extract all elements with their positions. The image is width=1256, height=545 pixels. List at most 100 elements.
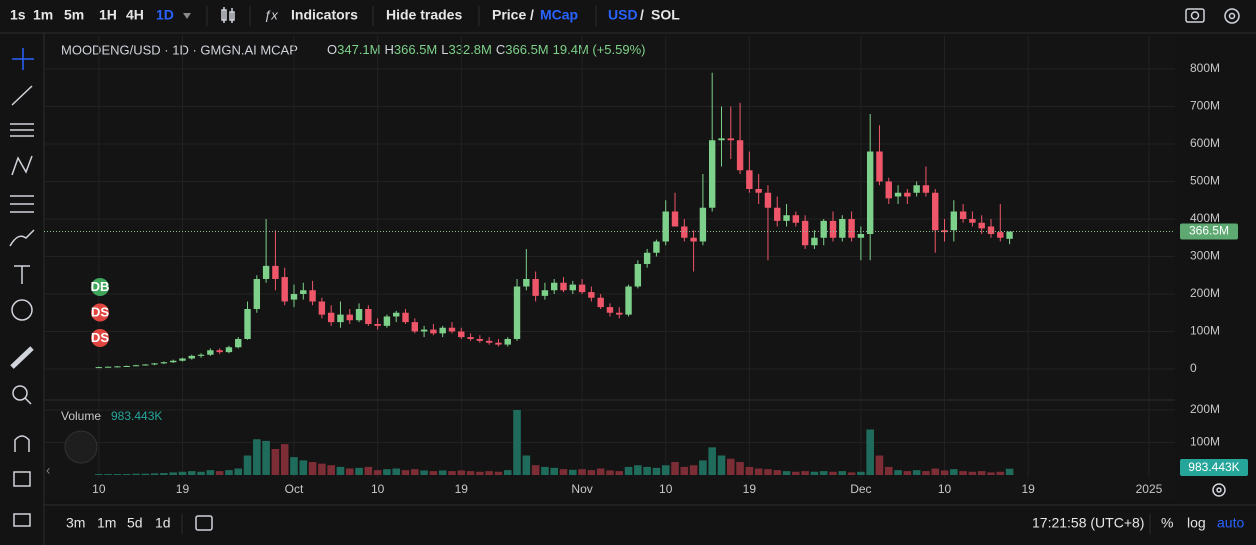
- range[interactable]: 3m: [66, 515, 85, 531]
- range[interactable]: 5d: [127, 515, 143, 531]
- crosshair[interactable]: [12, 48, 34, 70]
- candle-body: [402, 312, 409, 323]
- lock-drawings[interactable]: [13, 471, 31, 487]
- indicators[interactable]: Indicators: [291, 7, 358, 23]
- fib[interactable]: [10, 123, 34, 137]
- x-tick-label: Dec: [850, 482, 871, 496]
- candle-body: [151, 363, 158, 365]
- volume-bar: [411, 469, 419, 476]
- lock[interactable]: [13, 513, 31, 527]
- interval[interactable]: 1H: [99, 7, 117, 23]
- candle-body: [179, 358, 186, 361]
- volume-bar: [271, 449, 280, 476]
- trade-marker[interactable]: [91, 303, 109, 322]
- volume-bar: [122, 474, 131, 476]
- volume-bar: [327, 465, 335, 476]
- x-tick-label: 19: [1021, 482, 1035, 496]
- interval[interactable]: 1s: [10, 7, 26, 23]
- volume-bar: [615, 471, 624, 476]
- candle-body: [699, 207, 707, 242]
- interval[interactable]: 1D: [156, 7, 174, 23]
- candle-body: [383, 316, 391, 326]
- chart-area: [44, 36, 1175, 500]
- candle-body: [774, 207, 781, 221]
- candle-body: [541, 290, 549, 296]
- candle-body: [374, 323, 381, 326]
- legend-toggle[interactable]: [64, 430, 98, 464]
- candle-body: [718, 138, 725, 141]
- candle-body: [318, 301, 326, 315]
- volume-bar: [940, 470, 949, 476]
- volume-bar: [587, 470, 596, 476]
- candle-body: [337, 314, 344, 323]
- legend-key: H: [385, 42, 394, 57]
- pattern[interactable]: [11, 155, 33, 176]
- range[interactable]: 1m: [97, 515, 116, 531]
- candle-body: [662, 211, 669, 242]
- volume-bar: [476, 471, 484, 476]
- volume-bar: [373, 470, 382, 476]
- candle-body: [783, 215, 790, 221]
- candle-body: [197, 354, 205, 356]
- projection[interactable]: [10, 195, 34, 213]
- camera[interactable]: [1185, 8, 1205, 23]
- mcap-toggle[interactable]: MCap: [540, 7, 578, 23]
- candle-body: [142, 364, 149, 366]
- y-tick-label: 800M: [1190, 61, 1220, 75]
- magnet[interactable]: [14, 435, 30, 452]
- candle-body: [801, 220, 809, 246]
- volume-bar: [206, 470, 215, 476]
- settings[interactable]: [1224, 8, 1240, 24]
- candle-body: [634, 263, 642, 287]
- volume-bar: [392, 468, 401, 476]
- candle-body: [235, 338, 242, 348]
- price-toggle[interactable]: Price: [492, 7, 526, 23]
- volume-value: 983.443K: [111, 409, 162, 423]
- chart-type[interactable]: [221, 7, 235, 23]
- trend-line[interactable]: [11, 85, 33, 106]
- volume-bar: [178, 471, 187, 476]
- candle-body: [625, 286, 632, 315]
- volume-bar: [429, 471, 438, 476]
- zoom[interactable]: [12, 385, 32, 405]
- sol-toggle[interactable]: SOL: [651, 7, 680, 23]
- brush[interactable]: [9, 229, 35, 247]
- x-tick-label: 10: [659, 482, 673, 496]
- percent-scale[interactable]: %: [1161, 515, 1173, 531]
- candle-body: [504, 338, 511, 345]
- dropdown[interactable]: [183, 13, 191, 19]
- volume-bar: [968, 471, 977, 476]
- candle-body: [736, 140, 744, 171]
- range[interactable]: 1d: [155, 515, 171, 531]
- emoji[interactable]: [11, 299, 33, 321]
- ruler[interactable]: [10, 346, 34, 369]
- volume-bar: [290, 457, 298, 476]
- volume-bar: [847, 472, 856, 476]
- volume-bar: [364, 466, 373, 476]
- usd-toggle[interactable]: USD: [608, 7, 638, 23]
- log-scale[interactable]: log: [1187, 515, 1206, 531]
- interval[interactable]: 1m: [33, 7, 53, 23]
- trade-marker[interactable]: [91, 278, 109, 296]
- volume-bar: [987, 472, 995, 476]
- auto-scale[interactable]: auto: [1217, 515, 1244, 531]
- hide-trades[interactable]: Hide trades: [386, 7, 462, 23]
- candle-body: [123, 365, 130, 367]
- interval[interactable]: 4H: [126, 7, 144, 23]
- x-tick-label: 10: [92, 482, 106, 496]
- volume-bar: [104, 474, 112, 476]
- text-tool[interactable]: [14, 265, 30, 284]
- legend-key: C: [496, 42, 505, 57]
- price-label-bg: [1180, 223, 1238, 240]
- volume-bar: [634, 465, 642, 476]
- volume-bar: [931, 468, 940, 476]
- ohlc-legend: O347.1M H366.5M L332.8M C366.5M 19.4M (+5.59…: [327, 42, 646, 57]
- trade-marker[interactable]: [91, 329, 109, 347]
- candle-body: [969, 218, 976, 223]
- axis-settings[interactable]: [1212, 483, 1226, 497]
- interval[interactable]: 5m: [64, 7, 84, 23]
- date-range[interactable]: [195, 515, 213, 531]
- collapse[interactable]: ‹: [46, 462, 50, 477]
- volume-bar: [596, 468, 605, 476]
- volume-bar: [1005, 468, 1014, 476]
